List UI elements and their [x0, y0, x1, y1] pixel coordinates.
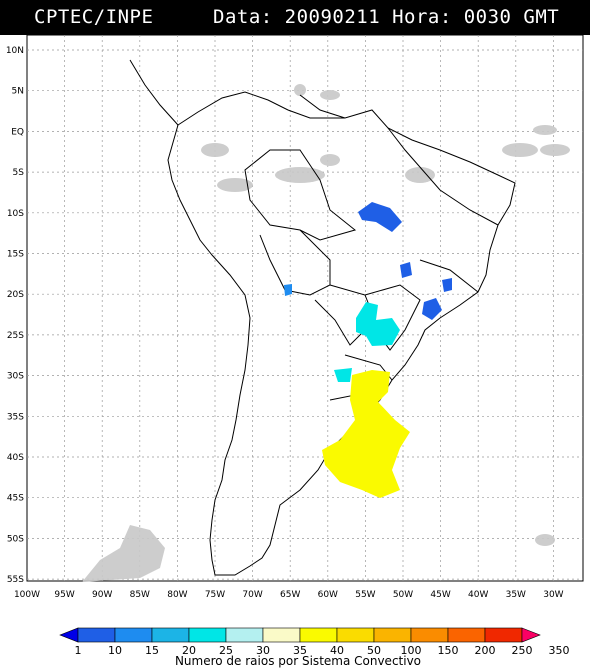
latitude-label: 10N — [6, 46, 24, 56]
scale-value-label: 50 — [367, 644, 381, 657]
scale-value-label: 10 — [108, 644, 122, 657]
scale-value-label: 30 — [256, 644, 270, 657]
latitude-label: 15S — [7, 250, 24, 260]
longitude-label: 50W — [393, 590, 413, 600]
scale-value-label: 35 — [293, 644, 307, 657]
grid-lines — [27, 35, 583, 581]
scale-value-label: 1 — [75, 644, 82, 657]
scale-value-label: 150 — [438, 644, 459, 657]
scale-value-label: 350 — [549, 644, 570, 657]
scale-swatch — [373, 627, 412, 643]
scale-swatch — [114, 627, 153, 643]
latitude-label: 10S — [7, 209, 24, 219]
scale-value-label: 200 — [475, 644, 496, 657]
latitude-label: 35S — [7, 412, 24, 422]
latitude-label: 40S — [7, 453, 24, 463]
scale-value-label: 40 — [330, 644, 344, 657]
longitude-label: 55W — [355, 590, 375, 600]
longitude-label: 45W — [430, 590, 450, 600]
latitude-label: 30S — [7, 372, 24, 382]
map-frame — [26, 34, 584, 582]
latitude-label: 25S — [7, 331, 24, 341]
scale-value-label: 25 — [219, 644, 233, 657]
latitude-label: 55S — [7, 575, 24, 585]
scale-swatch — [262, 627, 301, 643]
scale-swatch — [151, 627, 190, 643]
longitude-labels: 100W 95W 90W 85W 80W 75W 70W 65W 60W 55W 50W 45W 40W… — [14, 590, 564, 600]
scale-swatch — [521, 627, 541, 643]
scale-swatch — [188, 627, 227, 643]
scale-swatch — [447, 627, 486, 643]
scale-swatch — [336, 627, 375, 643]
longitude-label: 30W — [543, 590, 563, 600]
latitude-label: 45S — [7, 494, 24, 504]
longitude-label: 80W — [167, 590, 187, 600]
latitude-label: EQ — [11, 127, 24, 137]
scale-swatch — [484, 627, 523, 643]
longitude-label: 75W — [205, 590, 225, 600]
latitude-label: 5N — [12, 87, 24, 97]
longitude-label: 40W — [468, 590, 488, 600]
latitude-label: 50S — [7, 534, 24, 544]
latitude-labels: 10N 5N EQ 5S 10S 15S 20S 25S 30S 35S 40S 45S 50S 55S — [6, 46, 24, 585]
longitude-label: 35W — [506, 590, 526, 600]
cloud-cover — [82, 84, 570, 582]
longitude-label: 95W — [54, 590, 74, 600]
color-scale: 1 10 15 20 25 30 35 40 50 100 150 200 250 350 — [59, 627, 570, 657]
scale-value-label: 15 — [145, 644, 159, 657]
latitude-label: 20S — [7, 290, 24, 300]
convective-systems — [284, 202, 452, 498]
scale-swatch — [225, 627, 264, 643]
longitude-label: 65W — [280, 590, 300, 600]
source-label: CPTEC/INPE — [34, 6, 154, 28]
longitude-label: 85W — [130, 590, 150, 600]
datetime-label: Data: 20090211 Hora: 0030 GMT — [213, 6, 560, 28]
scale-swatch — [410, 627, 449, 643]
scale-value-label: 250 — [512, 644, 533, 657]
scale-swatch — [299, 627, 338, 643]
longitude-label: 60W — [318, 590, 338, 600]
longitude-label: 70W — [242, 590, 262, 600]
latitude-label: 5S — [13, 168, 25, 178]
scale-swatch — [59, 627, 79, 643]
longitude-label: 100W — [14, 590, 40, 600]
scale-value-label: 20 — [182, 644, 196, 657]
longitude-label: 90W — [92, 590, 112, 600]
coastlines — [129, 59, 516, 576]
map-header: CPTEC/INPE Data: 20090211 Hora: 0030 GMT — [0, 0, 590, 35]
scale-swatch — [77, 627, 116, 643]
scale-value-label: 100 — [401, 644, 422, 657]
scale-title: Numero de raios por Sistema Convectivo — [175, 654, 421, 668]
